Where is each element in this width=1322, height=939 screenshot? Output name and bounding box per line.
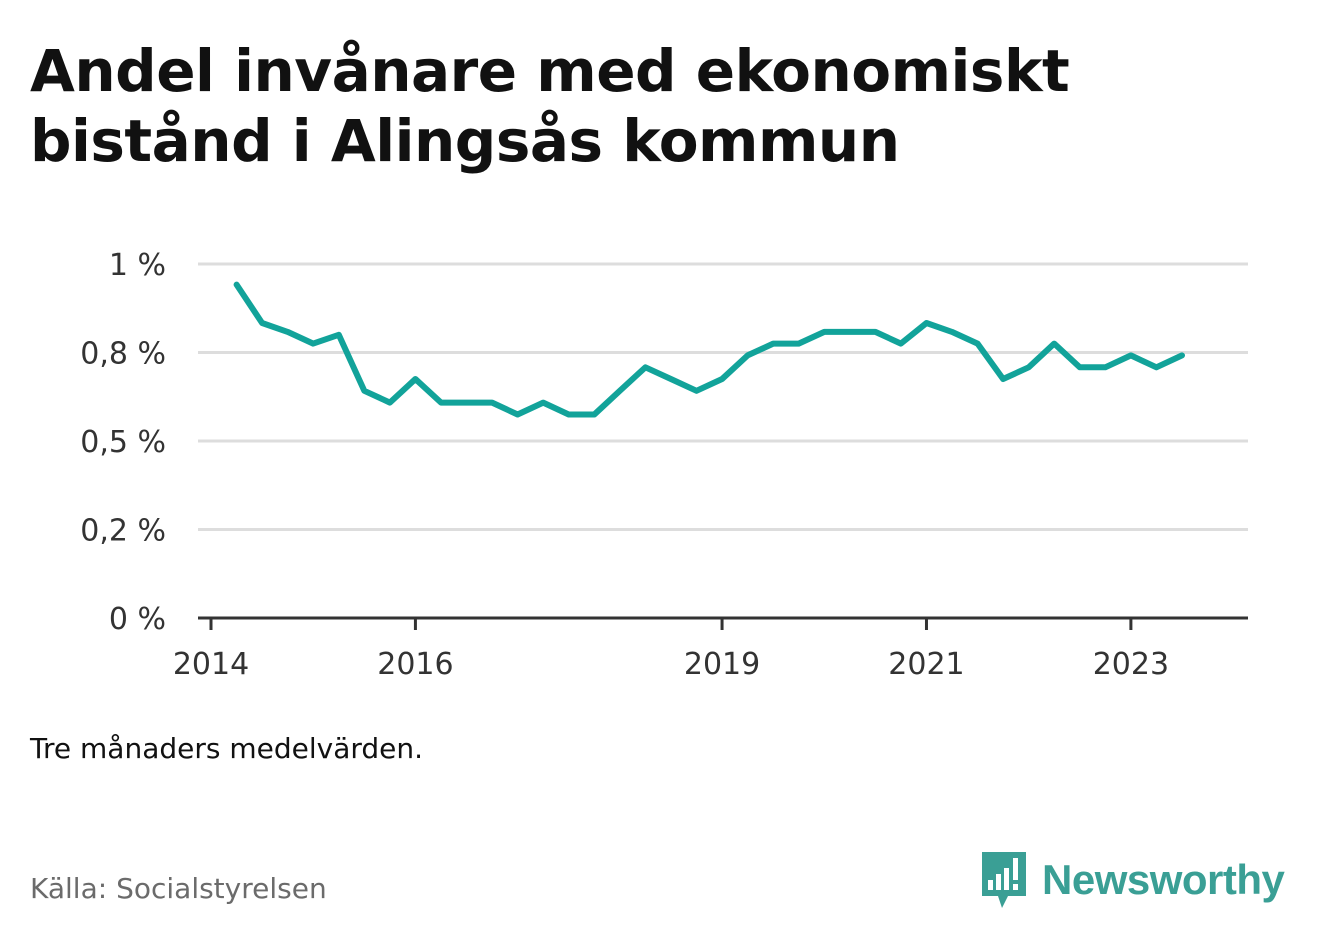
x-axis: [198, 616, 1248, 630]
series-line: [233, 281, 1185, 418]
source-label: Källa: Socialstyrelsen: [30, 872, 327, 905]
y-tick-label: 0,5 %: [80, 425, 166, 460]
x-tick-label: 2014: [173, 647, 249, 682]
y-tick-label: 0,8 %: [80, 337, 166, 372]
newsworthy-logo-icon: [982, 852, 1026, 908]
brand-logo: Newsworthy: [980, 848, 1285, 912]
chart-title: Andel invånare med ekonomiskt bistånd i …: [30, 37, 1070, 175]
x-tick-label: 2019: [684, 647, 760, 682]
x-axis-labels: 2014 2016 2019 2021 2023: [173, 647, 1169, 682]
brand-name: Newsworthy: [1042, 856, 1285, 903]
grid-lines: [198, 262, 1248, 531]
line-chart: 0 %0,2 %0,5 %0,8 %1 % 2014 2016 2019 2021 20…: [80, 248, 1248, 682]
y-tick-label: 1 %: [109, 248, 166, 283]
y-axis-labels: 0 % 0,2 % 0,5 % 0,8 % 1 %: [80, 248, 166, 637]
chart-note: Tre månaders medelvärden.: [30, 732, 424, 765]
series-layer: [233, 281, 1185, 418]
x-tick-label: 2016: [377, 647, 453, 682]
y-tick-label: 0 %: [109, 602, 166, 637]
y-tick-label: 0,2 %: [80, 514, 166, 549]
x-tick-label: 2021: [888, 647, 964, 682]
x-tick-label: 2023: [1093, 647, 1169, 682]
